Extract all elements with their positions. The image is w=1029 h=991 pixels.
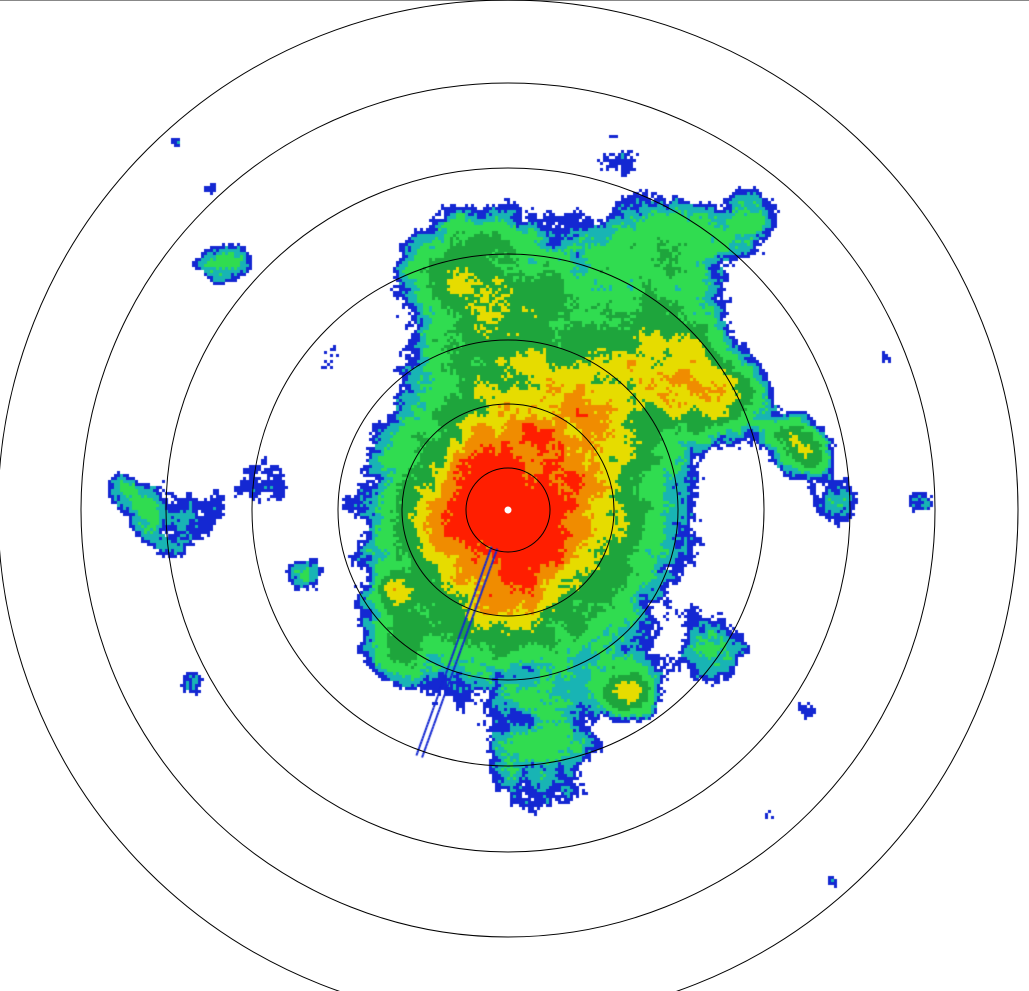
range-ring-3 [337,339,679,681]
range-ring-6 [80,82,936,938]
range-ring-1 [465,467,551,553]
range-ring-2 [401,403,615,617]
range-ring-4 [251,253,765,767]
radar-site-marker [504,506,512,514]
range-ring-5 [165,167,851,853]
